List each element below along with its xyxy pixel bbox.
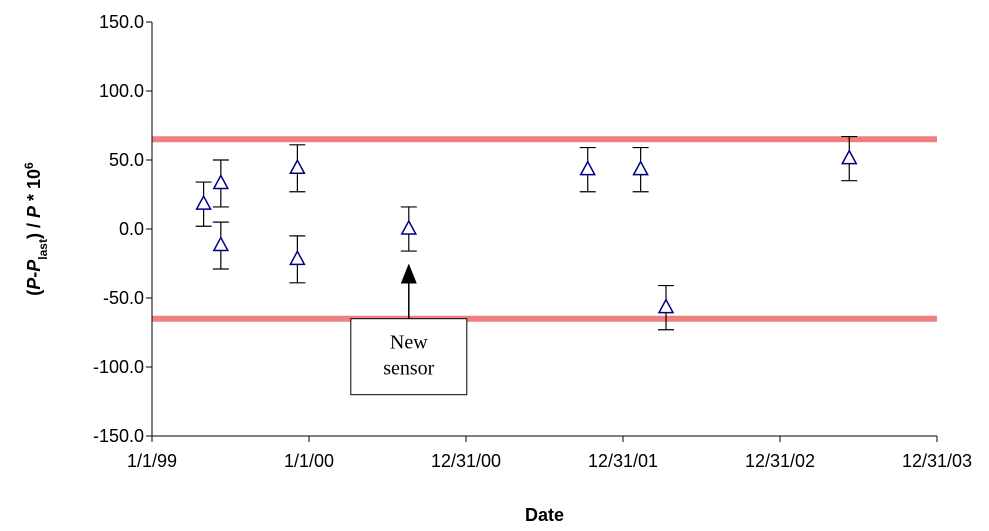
y-tick-label: -50.0	[103, 288, 144, 308]
annotation-label: sensor	[383, 358, 434, 380]
data-point-triangle	[212, 235, 230, 252]
x-tick-label: 12/31/03	[902, 451, 972, 471]
data-point-triangle	[632, 160, 649, 176]
y-tick-label: -100.0	[93, 357, 144, 377]
y-axis-title-part: -	[24, 272, 44, 278]
x-axis-title: Date	[525, 505, 564, 525]
annotation-arrow-head	[400, 263, 417, 284]
y-axis-title-part: P	[24, 259, 44, 272]
x-tick-label: 1/1/99	[127, 451, 177, 471]
data-markers	[195, 149, 858, 314]
data-point-triangle	[840, 149, 858, 165]
annotation: New sensor	[350, 263, 468, 396]
data-point-triangle	[579, 160, 596, 176]
y-axis-title-part: P	[24, 205, 44, 218]
y-axis-title-part: 6	[22, 162, 36, 169]
limit-lines	[152, 136, 937, 322]
data-point-triangle	[400, 219, 418, 235]
y-axis-title-part: (	[24, 290, 44, 296]
y-tick-label: 50.0	[109, 150, 144, 170]
y-tick-label: 0.0	[119, 219, 144, 239]
x-tick-label: 12/31/01	[588, 451, 658, 471]
y-tick-label: 100.0	[99, 81, 144, 101]
data-point-triangle	[195, 194, 212, 210]
y-axis-title-part: last	[36, 239, 50, 260]
x-tick-label: 12/31/02	[745, 451, 815, 471]
data-point-triangle	[212, 173, 230, 190]
data-point-triangle	[289, 158, 306, 175]
x-tick-label: 12/31/00	[431, 451, 501, 471]
y-axis-title-part: P	[24, 277, 44, 290]
annotation-label: New	[390, 332, 428, 354]
y-tick-label: -150.0	[93, 426, 144, 446]
axes: 150.0 100.0 50.0 0.0 -50.0 -100.0 -150.0 1/1/99…	[93, 12, 972, 471]
data-point-triangle	[657, 298, 675, 314]
data-point-triangle	[289, 249, 306, 266]
annotation-box	[350, 318, 468, 396]
x-tick-label: 1/1/00	[284, 451, 334, 471]
y-axis-title-part: * 10	[24, 169, 44, 206]
y-axis-title: (P-Plast) / P * 106	[22, 162, 50, 296]
y-tick-label: 150.0	[99, 12, 144, 32]
y-axis-title-part: ) /	[24, 218, 44, 239]
